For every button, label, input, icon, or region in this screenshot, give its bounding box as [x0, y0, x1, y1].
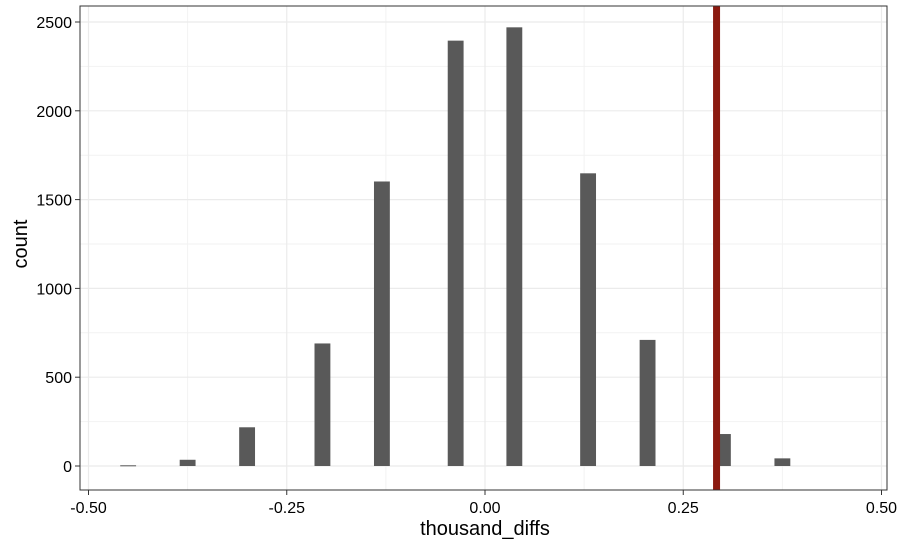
histogram-bar	[239, 427, 256, 466]
y-axis: 0 500 1000 1500 2000 2500	[36, 15, 80, 476]
histogram-bar	[314, 343, 331, 466]
x-tick-label: 0.50	[866, 500, 897, 517]
x-tick-label: -0.50	[70, 500, 107, 517]
x-axis-label: thousand_diffs	[420, 518, 550, 540]
y-tick-label: 500	[45, 370, 72, 387]
histogram-bar	[179, 459, 196, 466]
y-tick-label: 0	[63, 459, 72, 476]
grid-major	[80, 6, 887, 490]
y-tick-label: 1500	[36, 193, 72, 210]
x-axis: -0.50 -0.25 0.00 0.25 0.50	[70, 490, 897, 517]
grid-minor	[80, 6, 887, 490]
y-axis-label: count	[10, 219, 32, 268]
histogram-bar	[447, 40, 464, 466]
histogram-bar	[506, 27, 523, 466]
panel-border	[79, 5, 888, 491]
y-tick-label: 2500	[36, 15, 72, 32]
x-tick-label: 0.00	[469, 500, 500, 517]
bars-group	[120, 27, 791, 467]
histogram-bar	[580, 173, 597, 467]
y-tick-label: 2000	[36, 104, 72, 121]
histogram-bar	[774, 458, 791, 466]
histogram-bar	[120, 465, 137, 467]
y-tick-label: 1000	[36, 281, 72, 298]
histogram-bar	[373, 181, 390, 466]
x-tick-label: 0.25	[668, 500, 699, 517]
histogram-bar	[639, 339, 656, 466]
x-tick-label: -0.25	[269, 500, 306, 517]
